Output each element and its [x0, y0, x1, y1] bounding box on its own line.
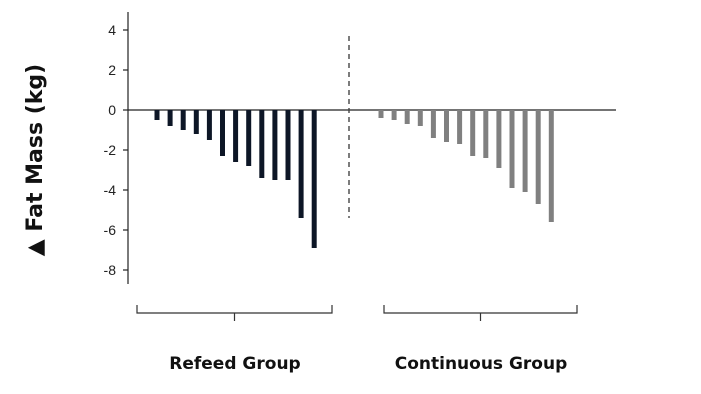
bar [206, 110, 212, 140]
y-tick-label: -2 [104, 142, 117, 158]
bar [457, 110, 463, 144]
bar [404, 110, 410, 124]
y-axis-label: ▲ Fat Mass (kg) [23, 64, 48, 256]
bracket-refeed [136, 305, 333, 321]
bar [430, 110, 436, 138]
bar [444, 110, 449, 142]
bracket-continuous [383, 305, 578, 321]
bar [167, 110, 173, 126]
bar [496, 110, 502, 168]
bar [193, 110, 199, 134]
bar [220, 110, 225, 156]
bar [285, 110, 291, 180]
bar [272, 110, 278, 180]
bar [391, 110, 397, 120]
bar [378, 110, 384, 118]
bar [233, 110, 239, 162]
y-tick-label: 4 [108, 22, 116, 38]
bar [311, 110, 317, 248]
y-tick-label: -6 [104, 222, 117, 238]
y-tick-label: -4 [104, 182, 117, 198]
y-tick-label: 2 [108, 62, 116, 78]
bar [548, 110, 554, 222]
bar [246, 110, 252, 166]
bar [259, 110, 265, 178]
bar [470, 110, 476, 156]
bar [509, 110, 515, 188]
bar [483, 110, 489, 158]
bar [535, 110, 541, 204]
bar [522, 110, 528, 192]
group-label-refeed: Refeed Group [169, 354, 300, 374]
bar [180, 110, 186, 130]
bar [298, 110, 304, 218]
group-label-continuous: Continuous Group [395, 354, 568, 374]
bar [417, 110, 423, 126]
y-tick-label: 0 [108, 102, 116, 118]
y-tick-label: -8 [104, 262, 117, 278]
bar [154, 110, 160, 120]
